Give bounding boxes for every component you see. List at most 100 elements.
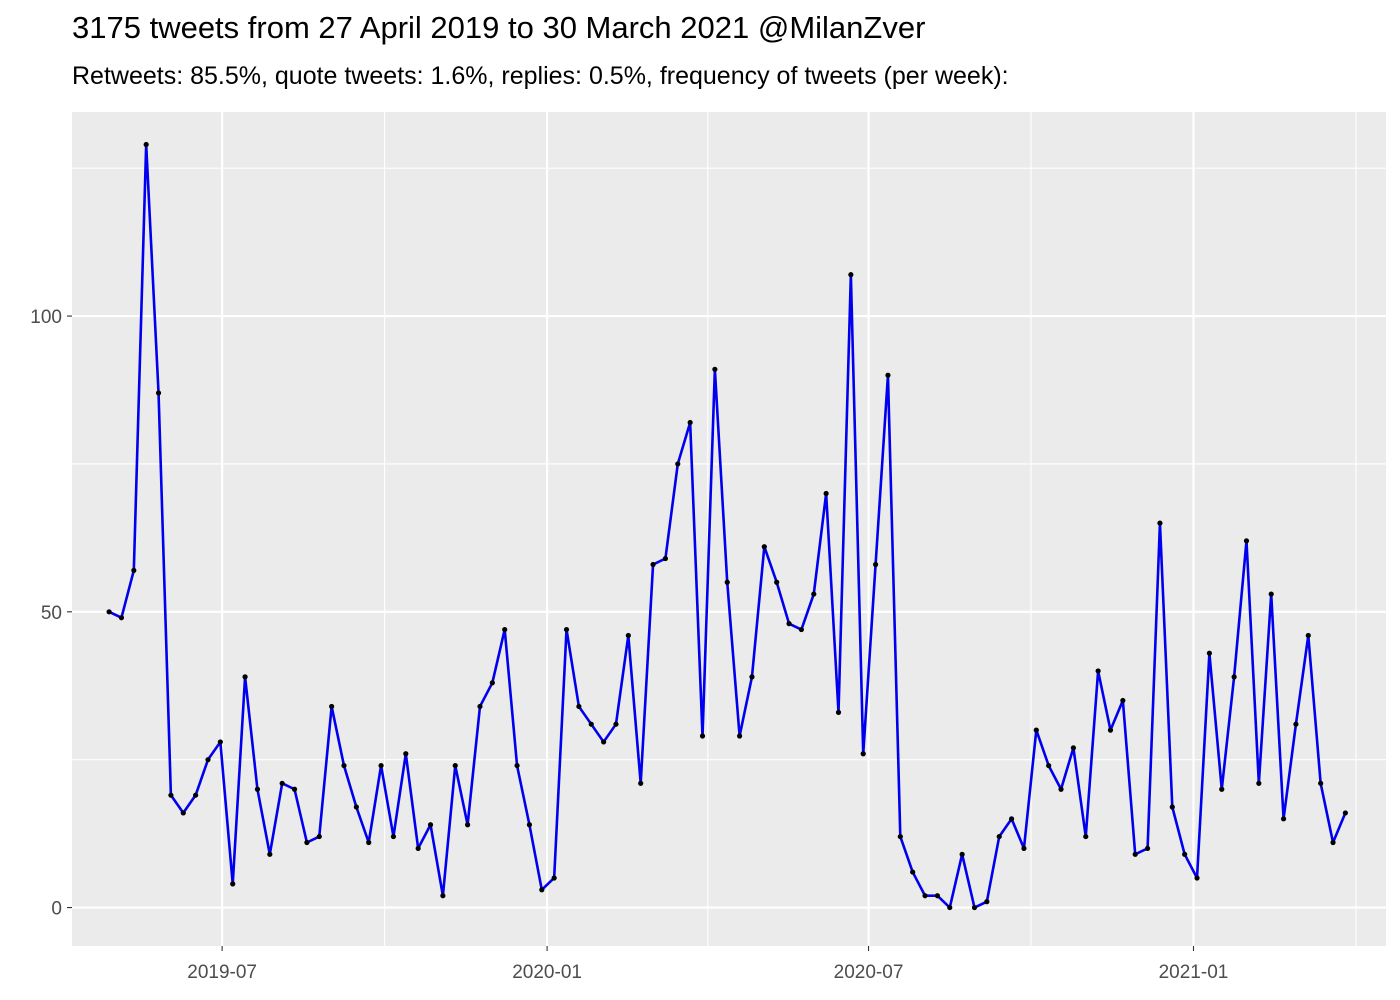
data-point — [1169, 804, 1175, 810]
data-point — [947, 904, 953, 911]
data-point — [1095, 668, 1101, 674]
data-point — [1008, 816, 1015, 822]
x-tick-label: 2021-01 — [1159, 962, 1229, 983]
data-point — [1120, 697, 1126, 704]
data-point — [1243, 538, 1250, 544]
data-point — [996, 833, 1002, 840]
data-point — [1157, 520, 1163, 526]
data-point — [699, 733, 706, 739]
data-point — [353, 804, 359, 810]
data-point — [1256, 780, 1262, 786]
data-point — [650, 561, 656, 568]
data-point — [254, 786, 261, 792]
data-point — [613, 721, 619, 727]
data-point — [761, 544, 767, 550]
data-point — [489, 680, 495, 686]
data-point — [1206, 650, 1212, 656]
data-point — [267, 851, 273, 857]
data-point — [242, 674, 248, 680]
data-point — [1070, 745, 1076, 751]
minor-gridlines — [72, 112, 1386, 946]
data-point — [823, 490, 829, 497]
data-point — [329, 703, 335, 710]
data-point — [106, 609, 112, 615]
data-point — [934, 893, 941, 899]
data-point — [687, 419, 693, 426]
data-point — [675, 461, 681, 467]
data-point — [1083, 833, 1089, 840]
y-tick-label: 50 — [41, 603, 62, 624]
data-point — [662, 555, 669, 562]
data-point — [304, 839, 310, 846]
data-point — [588, 721, 594, 727]
data-point — [1132, 851, 1138, 857]
data-point — [971, 904, 978, 911]
data-point — [1144, 845, 1151, 852]
data-point — [638, 780, 644, 786]
data-point — [539, 887, 545, 893]
data-point — [835, 709, 842, 715]
data-point — [922, 893, 928, 899]
data-point — [811, 591, 817, 597]
data-point — [872, 561, 879, 568]
data-point — [1342, 810, 1348, 816]
data-point — [563, 626, 570, 633]
data-point — [712, 366, 718, 372]
data-point — [366, 839, 372, 846]
data-point — [1305, 632, 1311, 639]
data-point — [378, 762, 384, 769]
data-point — [860, 751, 866, 757]
data-point — [848, 272, 854, 278]
data-point — [1219, 786, 1225, 792]
data-point — [230, 881, 236, 887]
data-point — [143, 141, 149, 148]
data-point — [440, 893, 446, 899]
data-point — [736, 733, 743, 739]
data-point — [1231, 674, 1237, 680]
data-point — [1058, 786, 1064, 792]
data-point — [786, 621, 792, 627]
x-tick-label: 2020-01 — [512, 962, 582, 983]
data-point — [1293, 721, 1299, 727]
data-point — [415, 845, 421, 852]
data-point — [193, 792, 199, 798]
data-point — [526, 822, 533, 828]
data-point — [291, 786, 298, 792]
data-point — [576, 703, 582, 710]
data-point — [774, 579, 780, 585]
data-point — [180, 810, 186, 816]
data-point — [1330, 839, 1336, 846]
data-point — [477, 703, 483, 710]
data-point — [1033, 727, 1039, 733]
data-point — [798, 626, 805, 633]
data-point — [1280, 816, 1287, 822]
x-tick-label: 2019-07 — [187, 962, 257, 983]
data-point — [984, 899, 990, 905]
major-gridlines — [72, 112, 1386, 946]
chart-title: 3175 tweets from 27 April 2019 to 30 Mar… — [72, 10, 926, 45]
data-point — [403, 751, 409, 757]
plot-panel — [72, 112, 1386, 946]
data-point — [452, 762, 458, 769]
y-tick-label: 100 — [30, 307, 62, 328]
data-point — [390, 833, 397, 840]
data-point — [316, 833, 322, 840]
data-point — [502, 626, 508, 633]
data-point — [514, 762, 520, 769]
axis-ticks: 0 50 100 2019-07 2020-01 2020-07 2021-01 — [30, 307, 1228, 983]
data-point — [118, 615, 125, 621]
data-point — [1046, 762, 1052, 769]
data-point — [465, 822, 471, 828]
data-point — [427, 822, 434, 828]
data-point — [1182, 851, 1188, 857]
data-point — [1194, 875, 1200, 881]
data-point — [749, 674, 755, 680]
data-point — [551, 875, 557, 881]
data-point — [1318, 780, 1324, 786]
data-point — [724, 579, 730, 585]
data-point — [959, 851, 965, 857]
data-point — [168, 792, 174, 798]
data-point — [341, 762, 347, 769]
chart-subtitle: Retweets: 85.5%, quote tweets: 1.6%, rep… — [72, 62, 1009, 90]
